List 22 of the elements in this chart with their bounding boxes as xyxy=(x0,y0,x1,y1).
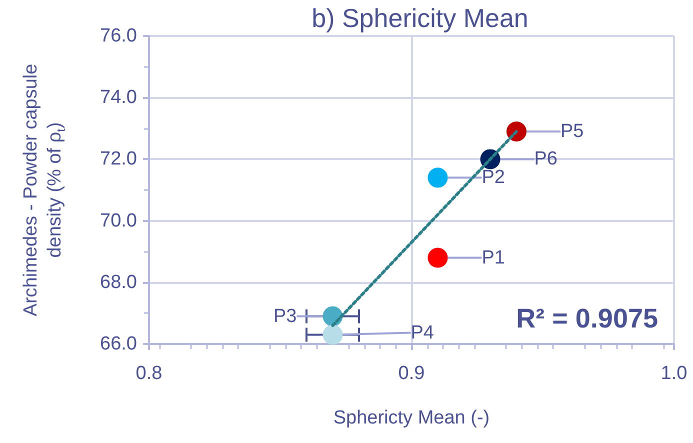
y-tick-label: 66.0 xyxy=(100,334,137,354)
y-tick-label: 68.0 xyxy=(100,272,137,293)
text: P4 xyxy=(410,322,434,344)
x-axis-title: Sphericty Mean (-) xyxy=(333,408,490,428)
y-tick-label: 70.0 xyxy=(100,210,137,232)
series-label: P2 xyxy=(482,167,505,188)
chart-title: b) Sphericity Mean xyxy=(312,3,528,33)
point xyxy=(428,248,448,268)
series-label: P3 xyxy=(274,306,297,327)
series-label: P6 xyxy=(534,148,558,170)
x-tick-label: 0.8 xyxy=(136,363,162,384)
y-tick-label: 76.0 xyxy=(100,26,137,46)
y-axis-title: Archimedes - Powder capsule density (% of ρt) xyxy=(20,64,68,316)
series-label: P5 xyxy=(560,120,584,142)
x-tick-label: 0.9 xyxy=(398,363,425,384)
y-tick-label: 74.0 xyxy=(100,87,137,108)
y-tick-label: 72.0 xyxy=(100,148,137,170)
x-tick-label: 1.0 xyxy=(660,363,688,384)
annotation: R² = 0.9075 xyxy=(516,304,658,334)
series-label: P1 xyxy=(482,247,505,268)
point xyxy=(322,324,343,345)
point xyxy=(428,168,448,188)
